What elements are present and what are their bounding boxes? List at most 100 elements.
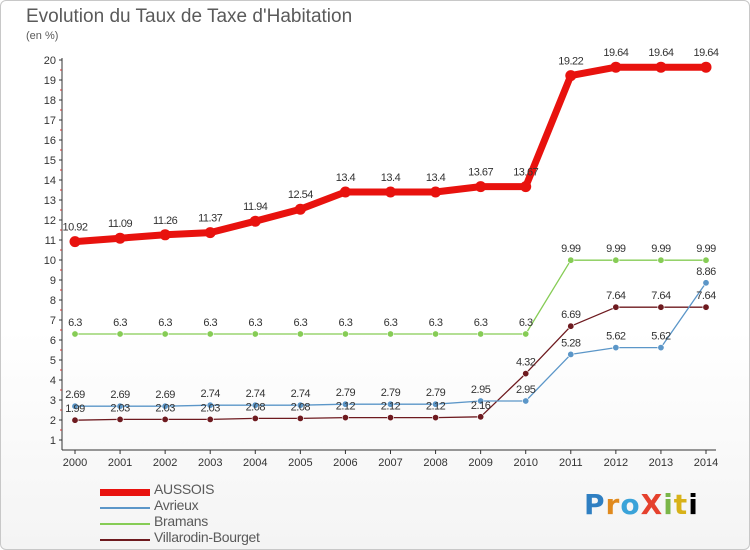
data-point	[251, 330, 259, 338]
data-label: 2.12	[381, 401, 401, 413]
data-point	[339, 186, 351, 198]
proxiti-logo: ProXiti	[584, 488, 699, 521]
data-point	[477, 413, 485, 421]
data-label: 2.69	[65, 389, 85, 401]
data-label: 5.62	[606, 331, 626, 343]
data-point	[702, 303, 710, 311]
x-tick-label: 2012	[604, 457, 628, 469]
data-point	[657, 303, 665, 311]
x-tick-label: 2005	[288, 457, 312, 469]
data-label: 19.64	[648, 47, 673, 59]
y-tick-label: 9	[50, 275, 56, 287]
data-point	[612, 256, 620, 264]
data-label: 13.4	[336, 172, 356, 184]
legend-swatch	[100, 507, 150, 509]
data-point	[386, 414, 394, 422]
data-point	[655, 61, 667, 73]
x-tick-label: 2004	[243, 457, 267, 469]
data-label: 2.12	[336, 401, 356, 413]
x-tick-label: 2007	[378, 457, 402, 469]
data-point	[432, 330, 440, 338]
data-point	[430, 186, 442, 198]
data-point	[522, 330, 530, 338]
data-label: 13.4	[381, 172, 401, 184]
data-label: 2.74	[246, 388, 266, 400]
x-tick-label: 2003	[198, 457, 222, 469]
data-point	[657, 256, 665, 264]
x-tick-label: 2001	[108, 457, 132, 469]
data-point	[71, 402, 79, 410]
data-label: 13.67	[468, 167, 493, 179]
data-label: 2.79	[381, 387, 401, 399]
x-tick-label: 2006	[333, 457, 357, 469]
data-label: 2.12	[426, 401, 446, 413]
legend-swatch	[100, 539, 150, 541]
data-label: 13.67	[513, 167, 538, 179]
data-label: 5.28	[561, 337, 581, 349]
data-point	[69, 236, 81, 248]
unit-label: (en %)	[26, 30, 59, 42]
data-label: 9.99	[606, 243, 626, 255]
data-point	[206, 401, 214, 409]
data-point	[206, 330, 214, 338]
data-label: 4.32	[516, 357, 536, 369]
data-point	[567, 350, 575, 358]
data-label: 10.92	[62, 222, 87, 234]
data-point	[432, 414, 440, 422]
y-tick-label: 5	[50, 355, 56, 367]
data-label: 9.99	[561, 243, 581, 255]
data-label: 6.3	[429, 317, 443, 329]
data-label: 11.09	[108, 218, 133, 230]
data-point	[522, 370, 530, 378]
data-point	[206, 415, 214, 423]
data-point	[251, 401, 259, 409]
data-label: 2.03	[155, 402, 175, 414]
data-label: 1.99	[65, 403, 85, 415]
x-tick-label: 2010	[513, 457, 537, 469]
y-tick-label: 19	[44, 75, 56, 87]
data-label: 2.95	[471, 384, 491, 396]
legend-label: AUSSOIS	[154, 481, 215, 497]
y-tick-label: 20	[44, 55, 56, 67]
data-point	[71, 416, 79, 424]
data-label: 6.3	[68, 317, 82, 329]
data-point	[477, 397, 485, 405]
y-tick-label: 2	[50, 415, 56, 427]
data-label: 6.3	[474, 317, 488, 329]
data-label: 9.99	[651, 243, 671, 255]
data-label: 19.64	[603, 47, 628, 59]
y-tick-label: 12	[44, 215, 56, 227]
legend-swatch	[100, 489, 150, 496]
data-point	[114, 232, 126, 244]
data-point	[71, 330, 79, 338]
data-label: 2.69	[155, 389, 175, 401]
y-tick-label: 6	[50, 335, 56, 347]
y-tick-label: 14	[44, 175, 56, 187]
data-point	[657, 344, 665, 352]
data-point	[341, 400, 349, 408]
data-point	[522, 397, 530, 405]
data-point	[385, 186, 396, 198]
x-tick-label: 2014	[694, 457, 718, 469]
data-point	[386, 400, 394, 408]
data-point	[204, 227, 216, 239]
x-tick-label: 2013	[649, 457, 673, 469]
legend-swatch	[100, 523, 150, 525]
data-label: 6.3	[203, 317, 217, 329]
data-point	[432, 400, 440, 408]
data-label: 6.3	[384, 317, 398, 329]
data-label: 9.99	[696, 243, 716, 255]
y-tick-label: 7	[50, 315, 56, 327]
data-point	[296, 414, 304, 422]
data-point	[116, 415, 124, 423]
y-tick-label: 8	[50, 295, 56, 307]
data-label: 2.79	[426, 387, 446, 399]
data-label: 2.95	[516, 384, 536, 396]
data-point	[565, 70, 577, 82]
data-point	[251, 414, 259, 422]
data-point	[567, 322, 575, 330]
data-label: 6.3	[113, 317, 127, 329]
data-label: 2.69	[110, 389, 130, 401]
data-point	[477, 330, 485, 338]
